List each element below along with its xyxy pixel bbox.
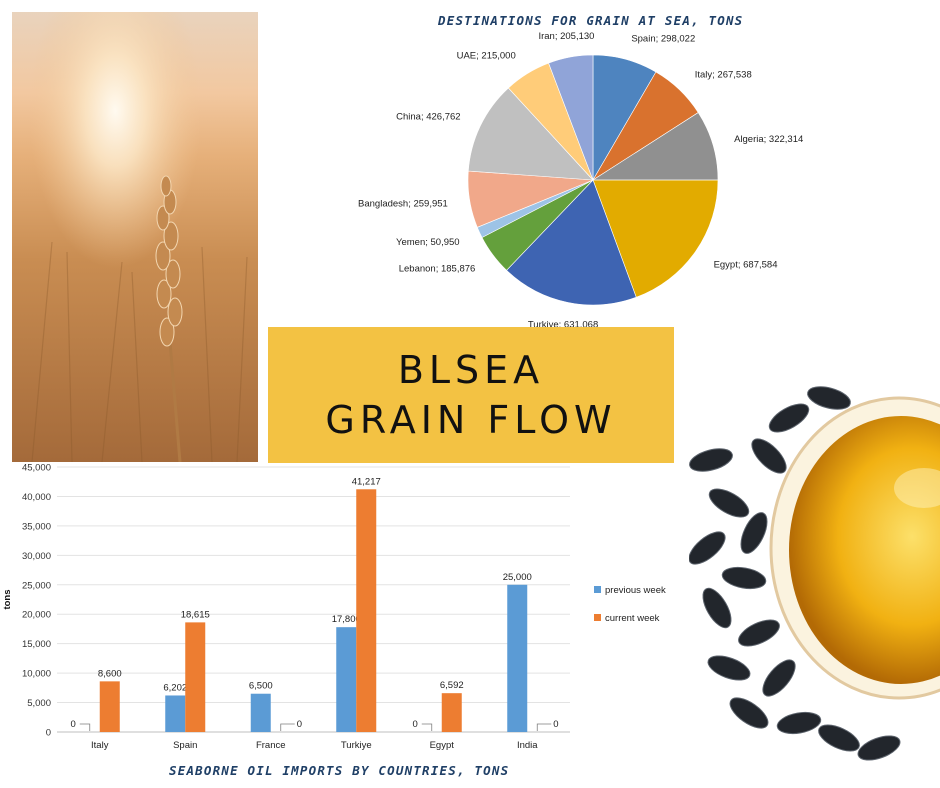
x-tick-label: Turkiye [341,740,372,751]
bar-data-label: 6,202 [163,682,187,693]
title-line-1: BLSEA [397,348,545,392]
bar-india-previous [507,584,528,732]
sunflower-oil-photo [689,338,940,768]
pie-label-bangladesh: Bangladesh; 259,951 [358,199,448,210]
y-tick-label: 20,000 [22,610,51,621]
bar-chart-title: SEABORNE OIL IMPORTS BY COUNTRIES, TONS [169,763,510,778]
y-tick-label: 15,000 [22,639,51,650]
y-tick-label: 35,000 [22,521,51,532]
pie-slice-egypt [592,179,719,298]
zero-label-leader [421,723,433,731]
title-banner: BLSEA GRAIN FLOW [268,327,674,463]
grain-destinations-pie-chart: Spain; 298,022 Italy; 267,538 Algeria; 322… [358,32,803,327]
y-tick-label: 25,000 [22,580,51,591]
y-tick-label: 40,000 [22,492,51,503]
wheat-field-photo [12,12,258,462]
bar-italy-current [99,681,120,732]
bar-data-label: 6,500 [249,681,273,692]
bar-data-label: 41,217 [352,476,381,487]
pie-label-italy: Italy; 267,538 [695,69,752,80]
x-tick-label: India [517,740,538,751]
pie-label-egypt: Egypt; 687,584 [714,260,778,271]
x-tick-label: France [256,740,286,751]
bar-turkiye-current [356,489,377,732]
pie-label-uae: UAE; 215,000 [457,50,516,61]
bar-data-label: 0 [297,719,302,730]
y-tick-label: 45,000 [22,463,51,474]
y-tick-label: 0 [46,728,51,739]
bar-data-label: 17,800 [332,614,361,625]
y-axis-label: tons [2,589,13,609]
pie-label-algeria: Algeria; 322,314 [734,134,803,145]
legend-swatch-current [594,614,601,621]
bar-data-label: 0 [70,719,75,730]
legend-swatch-previous [594,586,601,593]
x-tick-label: Egypt [430,740,455,751]
pie-label-turkiye: Turkiye; 631,068 [528,319,598,327]
wheat-stem [168,341,182,462]
pie-chart-title: DESTINATIONS FOR GRAIN AT SEA, TONS [438,13,744,28]
pie-slice-iran [548,54,594,181]
bar-egypt-current [441,693,462,732]
pie-slice-china [468,87,594,181]
y-tick-label: 5,000 [27,698,51,709]
zero-label-leader [536,723,552,731]
sunflower-seeds [689,386,901,761]
legend-label-previous: previous week [605,585,666,596]
bar-data-label: 0 [412,719,417,730]
bar-data-label: 25,000 [503,572,532,583]
sunflower-oil [789,416,940,684]
pie-label-lebanon: Lebanon; 185,876 [399,264,476,275]
bar-data-label: 0 [553,719,558,730]
zero-label-leader [280,723,295,731]
bar-france-previous [250,693,271,732]
bar-spain-previous [165,695,186,732]
wheat-ear [155,175,183,347]
pie-slice-turkiye [506,179,637,306]
oil-imports-bar-chart: 0 5,000 10,000 15,000 20,000 25,000 30,000 35,0… [2,463,666,752]
pie-label-spain: Spain; 298,022 [631,34,695,45]
bar-spain-current [185,622,206,732]
pie-label-iran: Iran; 205,130 [538,32,594,42]
bar-data-label: 18,615 [181,609,210,620]
pie-label-china: China; 426,762 [396,112,460,123]
legend-label-current: current week [605,613,660,624]
x-tick-label: Spain [173,740,197,751]
title-line-2: GRAIN FLOW [325,398,617,442]
bar-data-label: 8,600 [98,668,122,679]
y-tick-label: 10,000 [22,669,51,680]
y-tick-label: 30,000 [22,551,51,562]
x-tick-label: Italy [91,740,109,751]
pie-label-yemen: Yemen; 50,950 [396,237,460,248]
bar-data-label: 6,592 [440,680,464,691]
bar-turkiye-previous [336,627,357,732]
zero-label-leader [79,723,91,731]
